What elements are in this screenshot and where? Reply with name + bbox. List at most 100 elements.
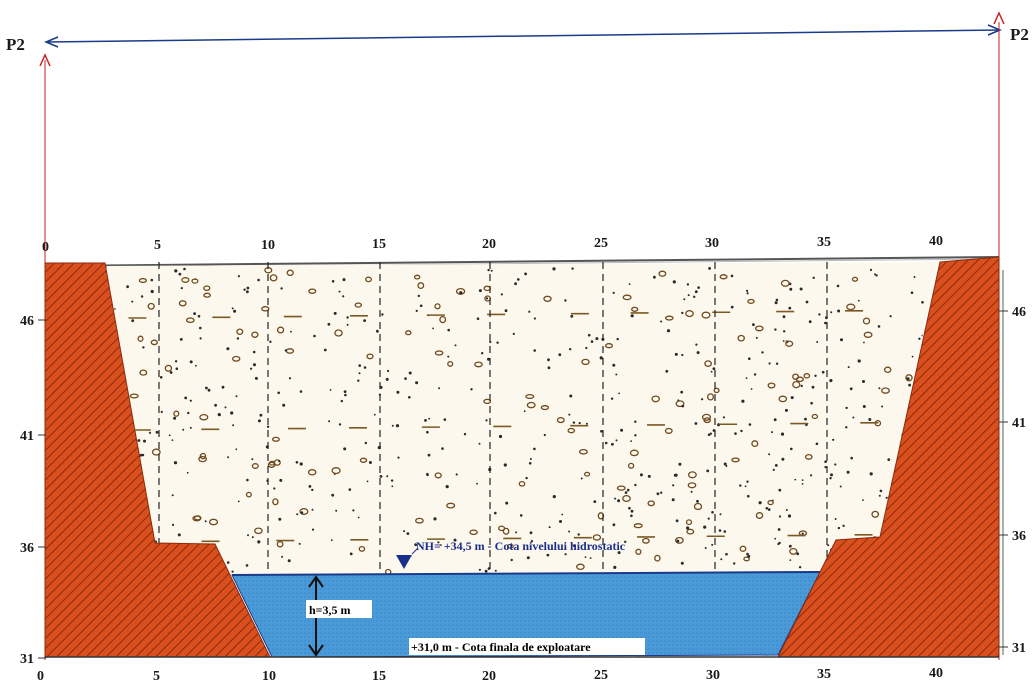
left-elevation-label: 46 (20, 314, 34, 329)
gravel-grain (639, 473, 643, 477)
gravel-grain (192, 515, 202, 522)
gravel-grain (758, 501, 762, 505)
gravel-grain (754, 325, 764, 332)
gravel-grain (869, 472, 873, 476)
top-tick-label: 35 (817, 235, 831, 250)
gravel-grain (703, 417, 711, 424)
gravel-grain (681, 404, 685, 408)
gravel-grain (624, 491, 628, 494)
gravel-grain (767, 508, 771, 511)
gravel-grain (787, 514, 792, 518)
gravel-grain (834, 518, 837, 520)
gravel-grain (846, 303, 856, 311)
gravel-grain (706, 393, 715, 401)
bottom-tick-label: 35 (817, 667, 831, 682)
gravel-grain (484, 569, 488, 573)
gravel-grain (701, 398, 704, 401)
gravel-grain (874, 273, 876, 276)
left-elevation-label: 41 (20, 429, 34, 444)
gravel-grain (533, 349, 536, 352)
gravel-grain (842, 524, 845, 527)
gravel-grain (129, 393, 139, 399)
gravel-grain (131, 319, 135, 323)
top-tick-label: 25 (594, 236, 608, 251)
gravel-grain (182, 428, 185, 431)
gravel-grain (804, 453, 813, 460)
gravel-grain (252, 350, 256, 354)
gravel-grain (847, 366, 850, 369)
gravel-grain (585, 346, 588, 350)
gravel-grain (558, 353, 562, 357)
gravel-grain (664, 315, 674, 321)
gravel-grain (811, 413, 819, 420)
gravel-grain (246, 290, 249, 294)
gravel-grain (624, 540, 627, 543)
gravel-grain (528, 462, 532, 465)
bottom-tick-label: 25 (594, 668, 608, 683)
gravel-grain (386, 475, 389, 478)
gravel-grain (231, 570, 234, 573)
gravel-grain (592, 534, 602, 541)
gravel-grain (634, 420, 637, 423)
gravel-grain (746, 552, 749, 556)
gravel-grain (155, 430, 159, 434)
gravel-grain (576, 563, 585, 571)
gravel-grain (660, 320, 663, 323)
gravel-grain (342, 295, 345, 298)
section-label-right: P2 (1010, 25, 1029, 44)
gravel-grain (613, 565, 617, 570)
gravel-grain (921, 301, 924, 304)
gravel-grain (366, 480, 369, 483)
final-level-label: +31,0 m - Cota finala de exploatare (411, 640, 591, 654)
gravel-grain (547, 358, 550, 362)
gravel-grain (790, 447, 793, 451)
gravel-grain (611, 442, 614, 446)
gravel-grain (674, 352, 678, 356)
gravel-grain (510, 558, 513, 562)
gravel-grain (687, 482, 697, 489)
gravel-grain (526, 401, 536, 409)
gravel-grain (883, 366, 892, 374)
top-tick-label: 40 (929, 234, 943, 249)
gravel-grain (572, 421, 576, 424)
gravel-grain (481, 352, 484, 355)
gravel-grain (447, 360, 454, 367)
gravel-grain (832, 438, 835, 441)
gravel-grain (628, 283, 631, 285)
gravel-grain (331, 467, 341, 475)
gravel-grain (459, 291, 463, 295)
gravel-grain (618, 392, 620, 395)
gravel-grain (299, 462, 303, 466)
bottom-axis: 0 5 10 15 20 25 30 35 40 (37, 666, 943, 684)
gravel-grain (346, 316, 349, 319)
bottom-tick-label: 40 (929, 666, 943, 681)
gravel-grain (792, 380, 801, 389)
gravel-grain (810, 401, 813, 405)
gravel-grain (148, 431, 152, 434)
gravel-grain (199, 413, 209, 421)
gravel-grain (778, 488, 782, 492)
gravel-grain (415, 381, 419, 385)
gravel-grain (357, 516, 360, 519)
gravel-grain (174, 360, 178, 363)
gravel-grain (548, 526, 551, 529)
gravel-grain (251, 463, 259, 469)
gravel-grain (587, 333, 591, 337)
gravel-grain (150, 339, 158, 346)
gravel-grain (415, 517, 424, 524)
gravel-grain (381, 313, 384, 316)
gravel-grain (852, 416, 855, 419)
gravel-grain (494, 569, 497, 572)
top-tick-label: 5 (154, 238, 161, 253)
gravel-grain (768, 453, 771, 456)
gravel-grain (300, 511, 304, 514)
gravel-grain (434, 303, 441, 310)
gravel-grain (368, 461, 372, 464)
gravel-grain (485, 419, 488, 422)
gravel-grain (778, 541, 781, 545)
gravel-grain (489, 340, 492, 344)
gravel-grain (338, 423, 342, 426)
gravel-grain (622, 294, 632, 301)
gravel-grain (439, 315, 447, 324)
